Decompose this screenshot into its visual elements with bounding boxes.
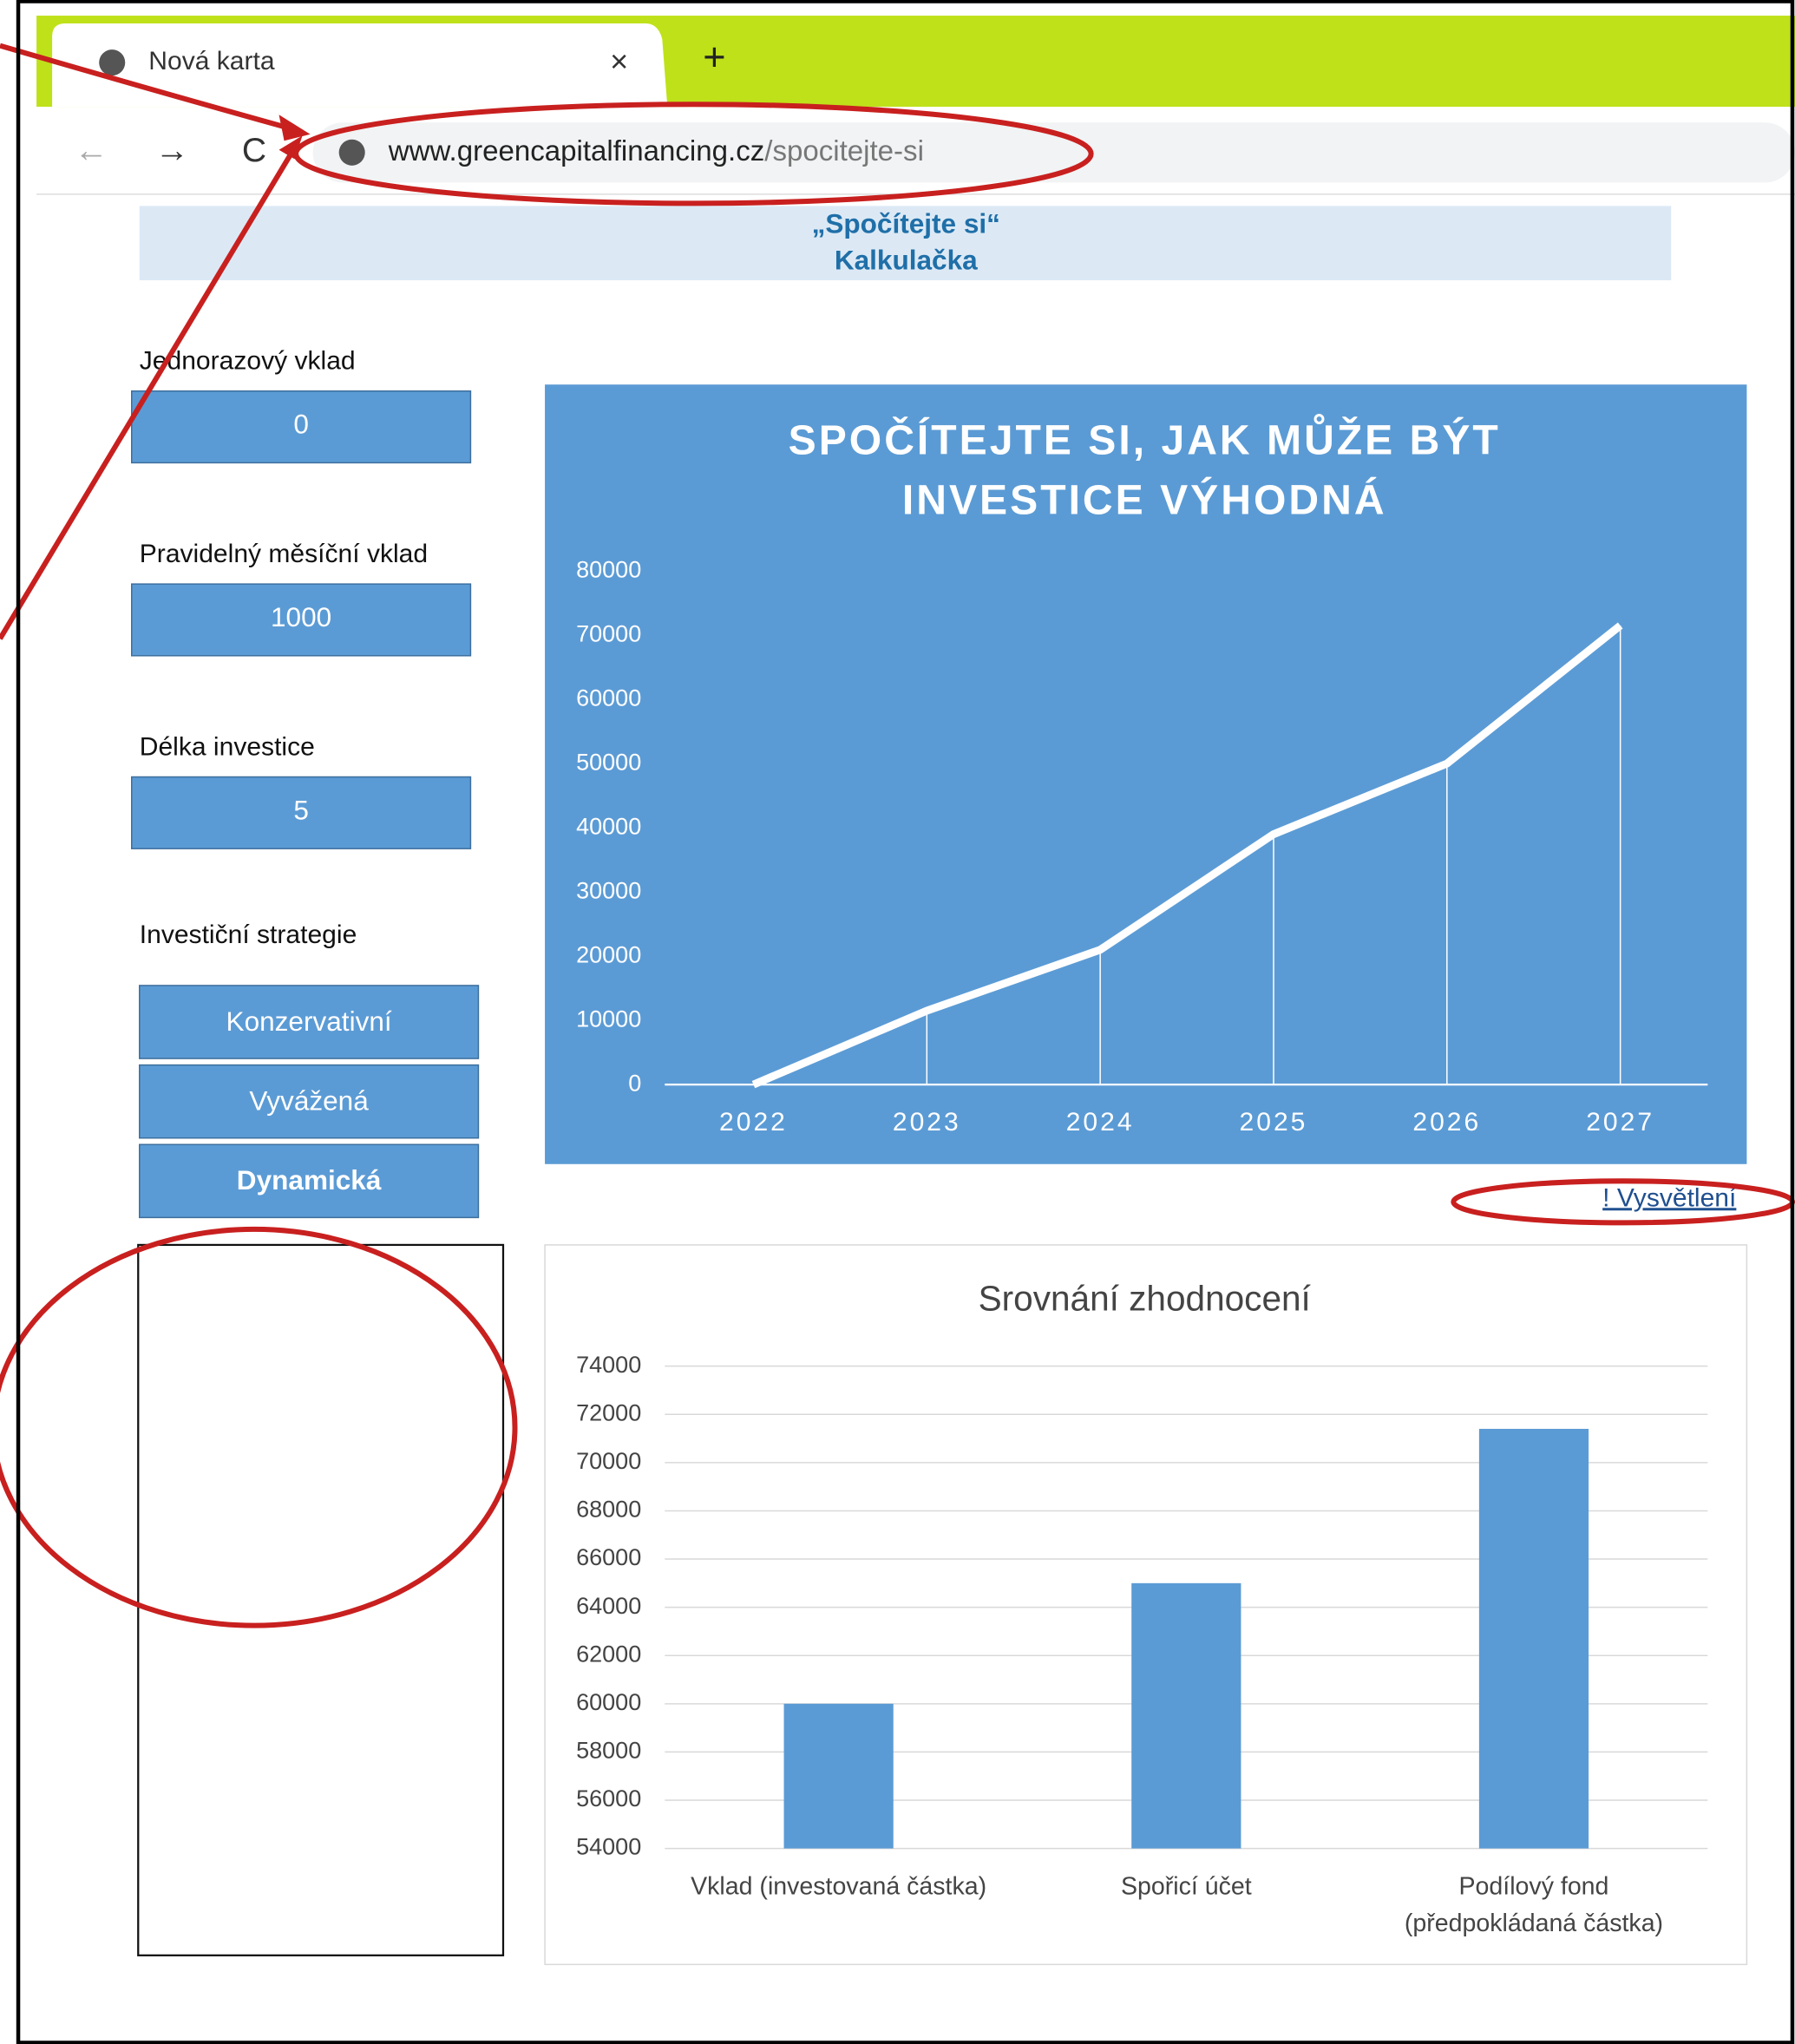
tab[interactable] xyxy=(52,23,668,108)
x-tick-label: Vklad (investovaná částka) xyxy=(691,1872,986,1900)
header-title: „Spočítejte si“ xyxy=(812,207,1000,239)
y-tick-label: 58000 xyxy=(576,1738,641,1764)
new-tab[interactable]: + xyxy=(703,35,725,79)
y-tick-label: 68000 xyxy=(576,1497,641,1523)
x-tick-label: 2023 xyxy=(893,1108,961,1137)
y-tick-label: 64000 xyxy=(576,1593,641,1619)
y-tick-label: 60000 xyxy=(576,1689,641,1715)
line-chart-box xyxy=(545,384,1747,1164)
annotation-ellipse xyxy=(0,1226,518,1628)
input-label: Pravidelný měsíční vklad xyxy=(140,540,428,568)
strategy-button[interactable] xyxy=(139,1143,480,1219)
y-tick-label: 72000 xyxy=(576,1399,641,1425)
header-subtitle: Kalkulačka xyxy=(835,244,978,275)
bar xyxy=(1478,1428,1589,1849)
annotation-arrow xyxy=(0,43,298,134)
strategy-button[interactable] xyxy=(139,985,480,1059)
back[interactable]: ← xyxy=(75,132,108,169)
chart-title: Srovnání zhodnocení xyxy=(979,1278,1312,1318)
input-label: Délka investice xyxy=(140,732,315,761)
input-value: 0 xyxy=(293,409,309,440)
arrowhead xyxy=(278,135,303,160)
arrowheads xyxy=(278,115,311,160)
y-tick-label: 20000 xyxy=(576,941,641,967)
url: www.greencapitalfinancing.cz/spocitejte-… xyxy=(388,135,924,167)
url-path: /spocitejte-si xyxy=(764,135,924,167)
input-box[interactable] xyxy=(131,776,472,849)
bar xyxy=(783,1703,894,1849)
annotation-arrow xyxy=(0,141,300,640)
input-value: 1000 xyxy=(271,601,331,632)
tab-title: Nová karta xyxy=(148,47,275,75)
strategy-label: Investiční strategie xyxy=(140,920,357,949)
input-label: Jednorazový vklad xyxy=(140,347,356,376)
y-tick-label: 74000 xyxy=(576,1352,641,1378)
strategy-option: Konzervativní xyxy=(226,1006,392,1037)
y-tick-label: 80000 xyxy=(576,556,641,582)
line xyxy=(751,622,1623,1089)
input-value: 5 xyxy=(293,794,309,825)
tab-close[interactable]: × xyxy=(610,43,628,79)
input-box[interactable] xyxy=(131,583,472,657)
chart-title: SPOČÍTEJTE SI, JAK MŮŽE BÝT xyxy=(789,413,1501,464)
y-tick-label: 66000 xyxy=(576,1544,641,1570)
y-tick-label: 10000 xyxy=(576,1006,641,1032)
input-box[interactable] xyxy=(131,390,472,464)
y-tick-label: 70000 xyxy=(576,620,641,646)
label-line: (předpokládaná částka) xyxy=(1405,1909,1663,1936)
disclaimer-box xyxy=(137,1243,505,1956)
url-host: www.greencapitalfinancing.cz xyxy=(388,135,765,167)
y-tick-label: 62000 xyxy=(576,1641,641,1667)
x-tick-label: 2027 xyxy=(1586,1108,1654,1137)
y-tick-label: 0 xyxy=(628,1070,641,1096)
strategy-option: Dynamická xyxy=(237,1164,382,1196)
label-line: Podílový fond xyxy=(1459,1872,1609,1900)
y-tick-label: 56000 xyxy=(576,1785,641,1811)
strategy-button[interactable] xyxy=(139,1064,480,1139)
label-line: Vklad (investovaná částka) xyxy=(691,1872,986,1900)
y-tick-label: 70000 xyxy=(576,1448,641,1474)
y-tick-label: 30000 xyxy=(576,877,641,903)
x-tick-label: 2024 xyxy=(1066,1108,1135,1137)
x-tick-label: 2025 xyxy=(1240,1108,1308,1137)
forward[interactable]: → xyxy=(155,132,189,169)
arrowhead xyxy=(278,115,311,141)
site-icon xyxy=(338,139,365,166)
header-box xyxy=(139,206,1672,281)
frame xyxy=(16,0,1795,2044)
y-tick-label: 50000 xyxy=(576,749,641,775)
y-tick-label: 40000 xyxy=(576,813,641,839)
address-bar[interactable] xyxy=(312,122,1795,183)
x-tick-label: Podílový fond (předpokládaná částka) xyxy=(1405,1872,1663,1936)
bar xyxy=(1131,1582,1241,1849)
x-tick-label: 2026 xyxy=(1412,1108,1481,1137)
y-tick-label: 60000 xyxy=(576,685,641,711)
strategy-option: Vyvážená xyxy=(249,1084,369,1116)
annotations xyxy=(0,43,1795,1628)
x-tick-label: Spořicí účet xyxy=(1121,1872,1252,1900)
x-tick-label: 2022 xyxy=(719,1108,788,1137)
label-line: Spořicí účet xyxy=(1121,1872,1252,1900)
y-tick-label: 54000 xyxy=(576,1834,641,1860)
chart-title: INVESTICE VÝHODNÁ xyxy=(902,477,1387,524)
reload[interactable]: C xyxy=(242,132,266,169)
explain-link[interactable]: ! Vysvětlení xyxy=(1602,1183,1737,1212)
tab-icon xyxy=(99,49,126,76)
